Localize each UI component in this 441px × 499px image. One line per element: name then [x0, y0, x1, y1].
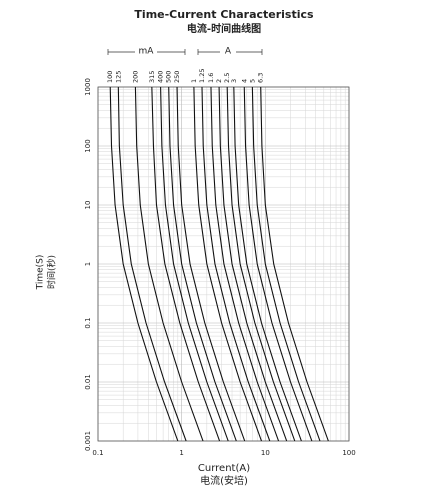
- curve: [226, 87, 296, 441]
- x-tick-label: 1: [179, 449, 183, 457]
- y-axis-label: Time(S): [36, 255, 46, 291]
- curve: [233, 87, 302, 441]
- curve-label: 1: [190, 79, 198, 83]
- curve-label: 3: [230, 79, 238, 83]
- curve-label: 2: [215, 79, 223, 83]
- group-label: mA: [139, 47, 155, 57]
- y-tick-label: 1: [84, 262, 92, 266]
- group-label-bg: [135, 44, 157, 58]
- curve: [251, 87, 321, 441]
- curve-label: 5: [248, 79, 256, 83]
- curve-label: 400: [157, 71, 165, 83]
- y-tick-label: 0.1: [84, 317, 92, 328]
- x-tick-label: 10: [261, 449, 270, 457]
- curve: [260, 87, 329, 441]
- curve-label: 1.6: [207, 73, 215, 83]
- y-tick-label: 10: [84, 201, 92, 210]
- curve-label: 100: [106, 71, 114, 83]
- curve-label: 1.25: [198, 69, 206, 83]
- plot-frame: [97, 86, 350, 442]
- curve: [176, 87, 246, 441]
- y-axis-label-cn: 时间(秒): [46, 255, 58, 289]
- curve: [151, 87, 221, 441]
- chart-title: Time-Current Characteristics: [134, 8, 314, 21]
- curve-label: 250: [173, 71, 181, 83]
- curve-label: 6.3: [257, 73, 265, 83]
- curve: [109, 87, 179, 441]
- y-tick-label: 0.01: [84, 374, 92, 390]
- curve-label: 200: [131, 71, 139, 83]
- curve-label: 4: [240, 79, 248, 83]
- curve: [193, 87, 263, 441]
- y-tick-label: 100: [84, 139, 92, 152]
- curve-label: 315: [148, 71, 156, 83]
- curve-label: 2.5: [223, 73, 231, 83]
- curve: [218, 87, 288, 441]
- curve-label: 500: [165, 71, 173, 83]
- curve: [117, 87, 187, 441]
- curve: [160, 87, 229, 441]
- y-tick-label: 0.001: [84, 431, 92, 451]
- curve: [243, 87, 313, 441]
- mA-bracket: [107, 49, 263, 55]
- curve: [201, 87, 271, 441]
- curve: [134, 87, 204, 441]
- curves: [109, 87, 329, 441]
- curve: [210, 87, 280, 441]
- x-axis-label-cn: 电流(安培): [200, 474, 248, 487]
- y-tick-label: 1000: [84, 78, 92, 96]
- group-label: A: [225, 47, 232, 57]
- x-tick-label: 0.1: [92, 449, 103, 457]
- x-axis-label: Current(A): [198, 463, 250, 474]
- curve-label: 125: [114, 71, 122, 83]
- x-tick-label: 100: [342, 449, 355, 457]
- curve: [168, 87, 237, 441]
- group-label-bg: [220, 44, 236, 58]
- chart-subtitle: 电流-时间曲线图: [187, 22, 261, 35]
